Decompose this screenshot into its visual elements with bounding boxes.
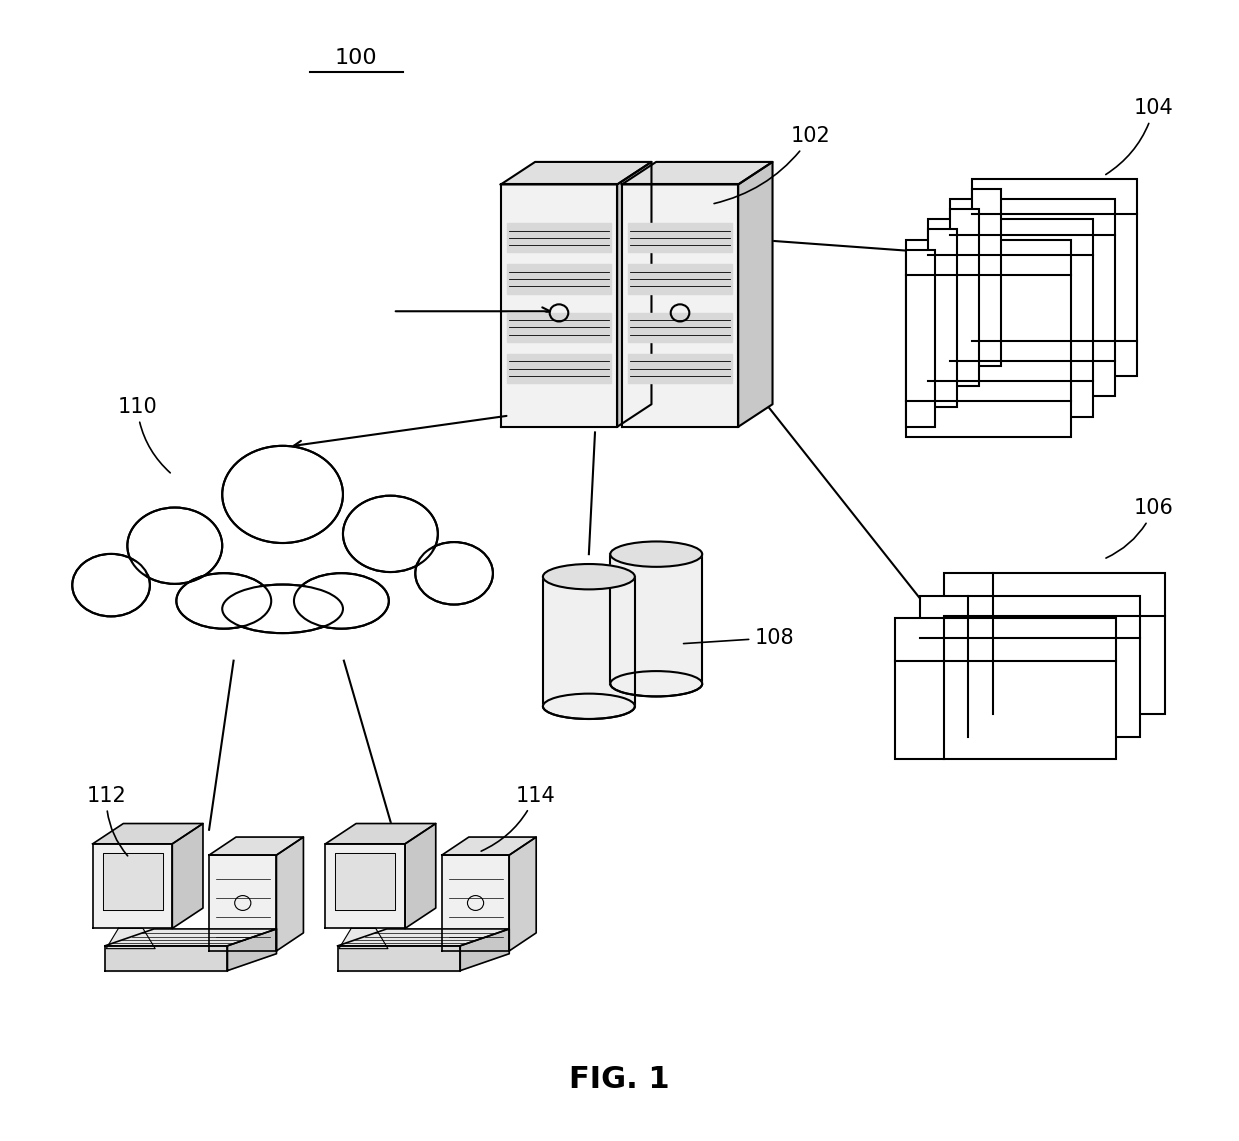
- Ellipse shape: [294, 573, 389, 629]
- Polygon shape: [628, 224, 732, 252]
- Polygon shape: [460, 929, 509, 971]
- Text: 112: 112: [87, 785, 128, 856]
- Ellipse shape: [543, 564, 634, 590]
- Polygon shape: [949, 200, 1115, 396]
- Polygon shape: [928, 219, 1093, 416]
- Polygon shape: [442, 837, 536, 855]
- Polygon shape: [949, 209, 980, 387]
- Polygon shape: [628, 313, 732, 342]
- Polygon shape: [405, 824, 436, 929]
- Text: FIG. 1: FIG. 1: [569, 1066, 670, 1094]
- Ellipse shape: [415, 542, 493, 605]
- Polygon shape: [738, 162, 772, 427]
- Polygon shape: [628, 354, 732, 383]
- Ellipse shape: [222, 446, 343, 543]
- Text: 106: 106: [1106, 499, 1173, 558]
- Ellipse shape: [128, 508, 222, 584]
- Polygon shape: [338, 929, 509, 946]
- Text: 114: 114: [481, 785, 555, 851]
- Polygon shape: [339, 929, 388, 948]
- Ellipse shape: [181, 576, 266, 626]
- Polygon shape: [276, 837, 304, 950]
- Polygon shape: [172, 824, 203, 929]
- Ellipse shape: [611, 542, 703, 567]
- Ellipse shape: [222, 584, 343, 633]
- Polygon shape: [543, 576, 634, 706]
- Polygon shape: [326, 824, 436, 844]
- Polygon shape: [906, 240, 1070, 437]
- Polygon shape: [209, 837, 304, 855]
- Polygon shape: [971, 179, 1137, 377]
- Polygon shape: [507, 224, 611, 252]
- Polygon shape: [338, 946, 460, 971]
- Ellipse shape: [343, 495, 437, 572]
- Text: 102: 102: [714, 127, 831, 203]
- Polygon shape: [93, 844, 172, 929]
- Polygon shape: [107, 929, 155, 948]
- Polygon shape: [507, 265, 611, 293]
- Ellipse shape: [72, 553, 150, 616]
- Polygon shape: [617, 162, 652, 427]
- Ellipse shape: [543, 694, 634, 719]
- Polygon shape: [628, 265, 732, 293]
- Polygon shape: [509, 837, 536, 950]
- Polygon shape: [209, 855, 276, 950]
- Ellipse shape: [299, 576, 384, 626]
- Ellipse shape: [228, 586, 337, 631]
- Polygon shape: [928, 229, 958, 407]
- Ellipse shape: [131, 511, 218, 581]
- Polygon shape: [507, 313, 611, 342]
- Ellipse shape: [228, 451, 337, 539]
- Text: 108: 108: [684, 628, 794, 648]
- Polygon shape: [501, 185, 617, 427]
- Polygon shape: [944, 573, 1165, 714]
- Polygon shape: [611, 555, 703, 683]
- Polygon shape: [228, 929, 276, 971]
- Ellipse shape: [176, 573, 271, 629]
- Polygon shape: [971, 188, 1001, 366]
- Text: 104: 104: [1105, 98, 1173, 175]
- Polygon shape: [105, 946, 228, 971]
- Polygon shape: [919, 596, 1140, 737]
- Polygon shape: [622, 185, 738, 427]
- Ellipse shape: [611, 671, 703, 696]
- Polygon shape: [895, 618, 1115, 759]
- Polygon shape: [336, 852, 395, 911]
- Polygon shape: [326, 844, 405, 929]
- Polygon shape: [507, 354, 611, 383]
- Ellipse shape: [419, 545, 489, 601]
- Ellipse shape: [347, 499, 434, 568]
- Text: 100: 100: [335, 48, 378, 67]
- Text: 110: 110: [118, 397, 170, 472]
- Polygon shape: [622, 162, 772, 185]
- Polygon shape: [501, 162, 652, 185]
- Polygon shape: [442, 855, 509, 950]
- Polygon shape: [103, 852, 162, 911]
- Polygon shape: [93, 824, 203, 844]
- Ellipse shape: [76, 557, 146, 614]
- Polygon shape: [105, 929, 276, 946]
- Polygon shape: [906, 250, 935, 427]
